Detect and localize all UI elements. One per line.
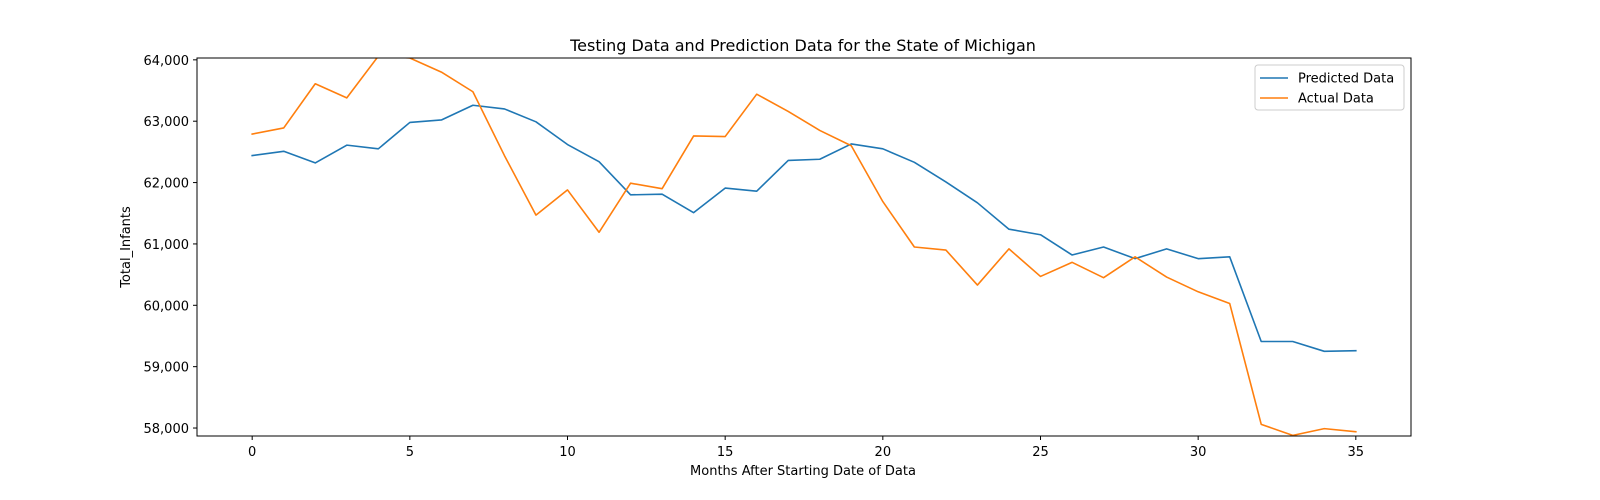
x-tick-label: 30 [1190, 445, 1207, 460]
legend: Predicted Data Actual Data [1254, 64, 1405, 111]
series-layer [251, 58, 1357, 436]
predicted-data-line [251, 104, 1357, 353]
x-tick-label: 10 [559, 445, 576, 460]
y-axis: 58,000 59,000 60,000 61,000 62,000 63,000 64,0… [144, 54, 197, 437]
x-axis-title: Months After Starting Date of Data [690, 464, 916, 479]
legend-box [1254, 64, 1405, 111]
x-tick-label: 5 [406, 445, 414, 460]
actual-data-line [251, 58, 1357, 436]
x-tick-label: 25 [1032, 445, 1049, 460]
plot-frame [196, 57, 1412, 437]
predicted-data-legend-label: Predicted Data [1298, 72, 1394, 87]
x-tick-label: 20 [875, 445, 892, 460]
x-tick-label: 0 [248, 445, 256, 460]
y-tick-label: 60,000 [144, 299, 190, 314]
y-tick-label: 64,000 [144, 54, 190, 69]
chart-title: Testing Data and Prediction Data for the… [569, 36, 1036, 55]
y-tick-label: 63,000 [144, 115, 190, 130]
y-tick-label: 61,000 [144, 238, 190, 253]
y-tick-label: 58,000 [144, 422, 190, 437]
x-tick-label: 35 [1348, 445, 1365, 460]
x-tick-label: 15 [717, 445, 734, 460]
x-axis: 0 5 10 15 20 25 30 35 [248, 436, 1364, 460]
y-tick-label: 62,000 [144, 177, 190, 192]
actual-data-legend-label: Actual Data [1298, 92, 1374, 107]
y-axis-title: Total_Infants [119, 206, 134, 289]
y-tick-label: 59,000 [144, 361, 190, 376]
